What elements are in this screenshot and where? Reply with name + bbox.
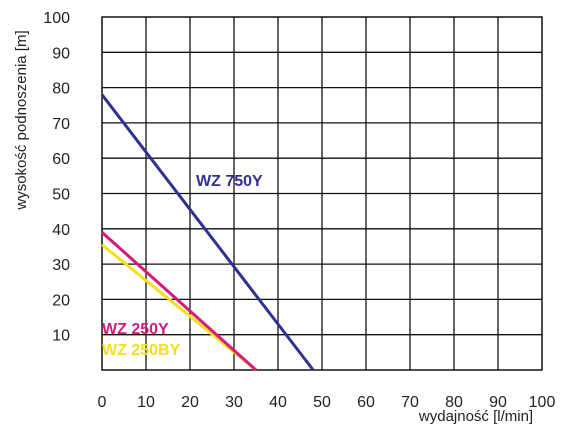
tick-labels: 0 10 20 30 40 50 60 70 80 90 100 10 20 30 40 50 60 70 80 90… (43, 10, 555, 411)
y-tick-label: 100 (43, 10, 70, 27)
series-line-wz750y (100, 93, 315, 371)
y-axis-title: wysokość podnoszenia [m] (13, 30, 30, 210)
series-line-wz250by (101, 243, 257, 372)
x-tick-label: 90 (489, 394, 507, 411)
y-tick-label: 90 (52, 45, 70, 62)
y-tick-label: 20 (52, 292, 70, 309)
x-tick-label: 60 (357, 394, 375, 411)
y-tick-label: 50 (52, 187, 70, 204)
grid-lines (102, 17, 542, 370)
y-tick-label: 60 (52, 151, 70, 168)
series-label-wz750y: WZ 750Y (196, 173, 263, 190)
y-tick-label: 10 (52, 328, 70, 345)
x-tick-label: 50 (313, 394, 331, 411)
series-layer (100, 93, 315, 372)
x-tick-label: 20 (181, 394, 199, 411)
y-tick-label: 30 (52, 257, 70, 274)
y-tick-label: 80 (52, 81, 70, 98)
x-tick-label: 80 (445, 394, 463, 411)
x-axis-title: wydajność [l/min] (418, 408, 533, 425)
x-tick-label: 70 (401, 394, 419, 411)
x-tick-label: 40 (269, 394, 287, 411)
series-label-wz250y: WZ 250Y (102, 321, 169, 338)
x-tick-label: 10 (137, 394, 155, 411)
y-tick-label: 40 (52, 222, 70, 239)
x-tick-label: 100 (529, 394, 556, 411)
x-tick-label: 30 (225, 394, 243, 411)
x-tick-label: 0 (98, 394, 107, 411)
series-label-wz250by: WZ 250BY (102, 342, 181, 359)
series-line-wz250y (101, 231, 257, 372)
plot-frame (101, 16, 543, 371)
y-tick-label: 70 (52, 116, 70, 133)
